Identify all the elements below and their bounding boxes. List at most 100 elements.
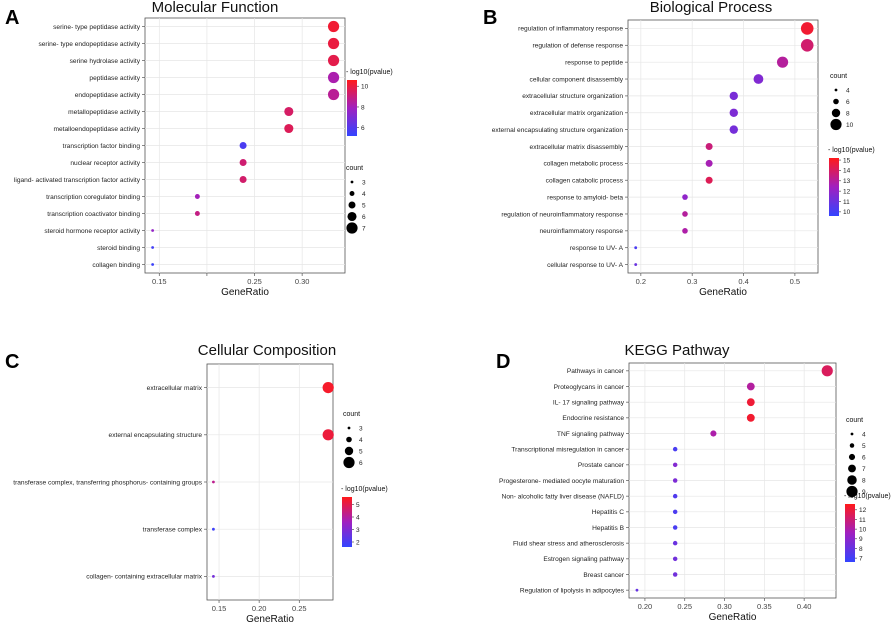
x-tick-label: 0.2 — [636, 277, 646, 286]
y-tick-label: transferase complex — [143, 527, 203, 534]
data-point — [776, 56, 789, 68]
panel-letter-c: C — [5, 351, 19, 373]
data-point — [729, 125, 738, 134]
color-legend-label: 13 — [843, 178, 851, 185]
size-legend-dot — [347, 211, 357, 222]
data-point — [672, 572, 678, 577]
data-point — [151, 263, 155, 266]
data-point — [327, 71, 340, 84]
data-point — [327, 20, 340, 33]
data-point — [800, 39, 814, 52]
data-point — [705, 159, 713, 167]
y-tick-label: external encapsulating structure — [109, 432, 203, 439]
y-tick-label: metallopeptidase activity — [68, 109, 141, 116]
x-tick-label: 0.30 — [717, 602, 732, 611]
y-tick-label: endopeptidase activity — [75, 92, 141, 99]
size-legend-label: 4 — [862, 431, 866, 438]
panel-d: D KEGG Pathway Pathways in cancer Proteogly… — [496, 342, 891, 623]
y-tick-label: collagen- containing extracellular matri… — [86, 574, 203, 581]
size-legend-label: 9 — [862, 489, 866, 496]
y-tick-label: cellular component disassembly — [530, 76, 624, 83]
x-tick-label: 0.15 — [152, 277, 167, 286]
panel-letter-b: B — [483, 7, 497, 29]
color-legend-label: 12 — [843, 188, 851, 195]
y-tick-label: regulation of inflammatory response — [518, 26, 623, 33]
data-point — [800, 22, 814, 35]
data-point — [672, 478, 678, 483]
x-tick-label: 0.20 — [638, 602, 653, 611]
data-point — [672, 525, 678, 530]
y-tick-label: serine hydrolase activity — [70, 58, 141, 65]
y-tick-label: response to UV- A — [570, 245, 624, 252]
y-tick-label: cellular response to UV- A — [547, 262, 623, 269]
y-tick-label: serine- type endopeptidase activity — [38, 41, 140, 48]
size-legend-dot — [348, 201, 356, 209]
y-tick-label: neuroinflammatory response — [539, 228, 623, 235]
color-legend-label: 10 — [361, 84, 369, 91]
data-point — [284, 106, 294, 117]
size-legend-dot — [847, 475, 857, 485]
color-legend-label: 8 — [361, 104, 365, 111]
size-legend-label: 8 — [846, 110, 850, 117]
color-legend-label: 7 — [859, 555, 863, 562]
size-legend-label: 10 — [846, 122, 854, 129]
data-point — [682, 194, 688, 200]
size-legend-dot — [349, 191, 355, 196]
y-tick-label: transcription coregulator binding — [46, 194, 140, 201]
data-point — [634, 246, 638, 250]
y-tick-label: Regulation of lipolysis in adipocytes — [520, 587, 625, 594]
size-legend-dot — [343, 456, 355, 469]
size-legend-dot — [848, 453, 856, 461]
x-tick-label: 0.30 — [295, 277, 310, 286]
size-legend-label: 6 — [862, 454, 866, 461]
size-legend-title: count — [346, 165, 363, 172]
x-tick-label: 0.40 — [797, 602, 812, 611]
panel-title: Cellular Composition — [198, 342, 336, 359]
x-tick-label: 0.4 — [738, 277, 748, 286]
y-tick-label: steroid binding — [97, 245, 140, 252]
data-point — [746, 382, 755, 391]
size-legend-dot — [350, 180, 354, 184]
data-point — [212, 575, 215, 578]
size-legend-dot — [346, 222, 358, 234]
color-legend-title: - log10(pvalue) — [844, 493, 891, 500]
y-tick-label: collagen binding — [92, 262, 140, 269]
x-tick-label: 0.35 — [757, 602, 772, 611]
data-point — [239, 142, 247, 149]
data-point — [634, 263, 638, 266]
y-tick-label: nuclear receptor activity — [70, 160, 140, 167]
data-point — [327, 88, 340, 101]
y-tick-label: steroid hormone receptor activity — [44, 228, 140, 235]
data-point — [151, 246, 155, 249]
color-legend-bar — [347, 80, 357, 136]
y-tick-label: Hepatitis B — [592, 525, 624, 532]
data-point — [672, 462, 678, 468]
y-tick-label: extracellular matrix disassembly — [530, 144, 624, 151]
y-tick-label: Breast cancer — [583, 572, 624, 579]
y-tick-label: collagen catabolic process — [546, 178, 624, 185]
size-legend-label: 4 — [362, 191, 366, 198]
data-point — [705, 176, 713, 184]
y-tick-label: response to peptide — [565, 59, 623, 66]
color-legend-label: 15 — [843, 157, 851, 164]
panel-title: Molecular Function — [152, 0, 279, 16]
size-legend-dot — [846, 485, 858, 498]
y-tick-label: extracellular matrix — [147, 385, 203, 392]
color-legend-label: 12 — [859, 507, 867, 514]
data-point — [672, 540, 678, 546]
size-legend-label: 6 — [362, 214, 366, 221]
size-legend-label: 3 — [362, 179, 366, 186]
y-tick-label: transcription coactivator binding — [47, 211, 140, 218]
y-tick-label: Endocrine resistance — [562, 415, 624, 422]
data-point — [239, 159, 247, 166]
size-legend-title: count — [846, 417, 863, 424]
y-tick-label: metalloendopeptidase activity — [53, 126, 140, 133]
panel-letter-d: D — [496, 351, 510, 373]
y-tick-label: response to amyloid- beta — [547, 194, 623, 201]
panel-a: A Molecular Function serine- type peptidas… — [5, 0, 393, 298]
color-legend-bar — [342, 497, 352, 547]
size-legend-dot — [834, 88, 838, 92]
y-tick-label: IL- 17 signaling pathway — [553, 399, 625, 406]
size-legend-label: 4 — [359, 437, 363, 444]
data-point — [729, 108, 738, 117]
